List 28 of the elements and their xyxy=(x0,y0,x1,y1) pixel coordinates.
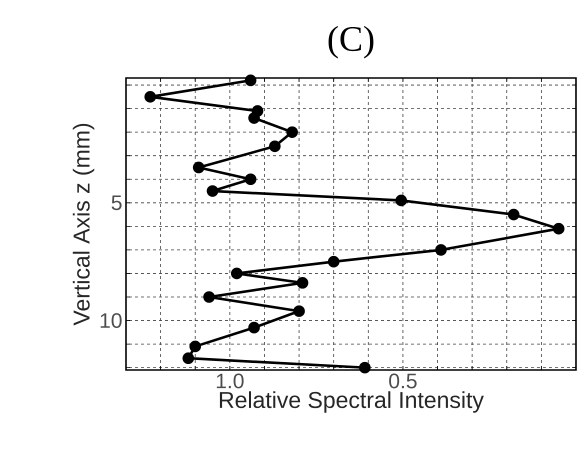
point xyxy=(395,194,407,206)
chart-title: (C) xyxy=(328,26,374,58)
point xyxy=(189,340,202,352)
y-tick-label: 10 xyxy=(100,313,122,328)
point xyxy=(144,91,156,103)
point xyxy=(248,322,260,334)
x-axis-title: Relative Spectral Intensity xyxy=(220,391,484,413)
point xyxy=(248,112,260,124)
point xyxy=(203,291,215,303)
point xyxy=(552,222,564,234)
point xyxy=(296,277,308,289)
point xyxy=(182,352,194,364)
x-tick-label: 1.0 xyxy=(216,374,244,388)
point xyxy=(269,140,281,152)
point xyxy=(508,208,520,220)
point xyxy=(192,162,204,174)
point xyxy=(244,74,256,86)
point xyxy=(293,305,305,317)
point xyxy=(286,126,298,138)
point xyxy=(435,244,447,256)
x-tick-label: 0.5 xyxy=(389,374,417,388)
point xyxy=(244,173,256,186)
point xyxy=(206,185,218,197)
y-tick-label: 5 xyxy=(112,195,122,210)
point xyxy=(359,362,371,374)
y-axis-title: Vertical Axis z (mm) xyxy=(72,124,94,326)
point xyxy=(328,256,340,268)
point xyxy=(230,268,243,280)
